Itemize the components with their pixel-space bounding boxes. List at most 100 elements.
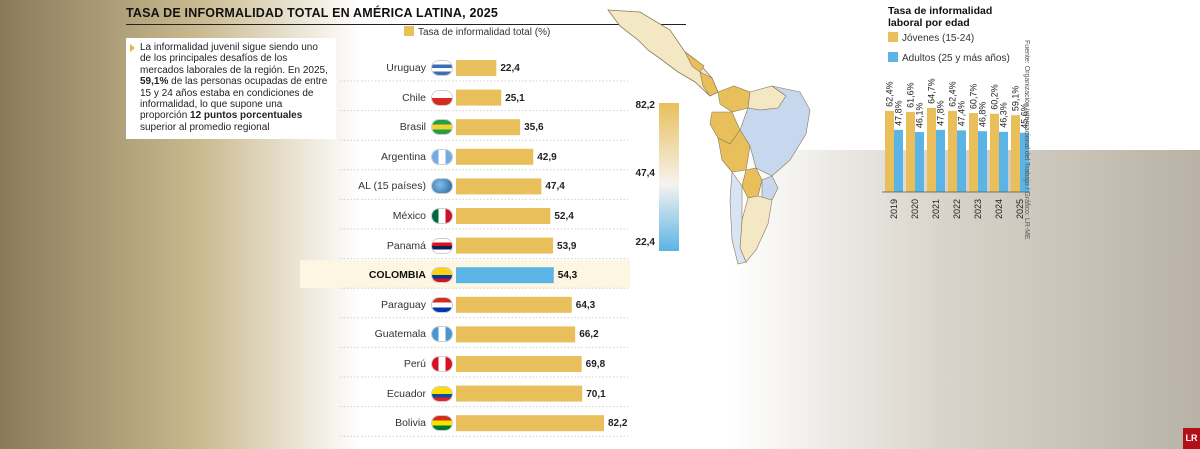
bullet-triangle-icon: [130, 44, 135, 52]
bar-guatemala: [456, 326, 576, 343]
year-label: 2021: [931, 199, 941, 219]
age-value-label: 60,2%: [990, 84, 1000, 110]
year-label: 2020: [910, 199, 920, 219]
note-bold-2: 12 puntos porcentuales: [190, 110, 303, 122]
flag-brazil: [432, 120, 452, 135]
adults-bar-2024: [999, 131, 1008, 192]
note-text-1: La informalidad juvenil sigue siendo uno…: [140, 42, 328, 76]
category-label: Ecuador: [386, 387, 426, 400]
legend-adults: Adultos (25 y más años): [888, 52, 1010, 64]
main-legend: Tasa de informalidad total (%): [404, 26, 550, 38]
age-chart-title: Tasa de informalidad laboral por edad: [888, 5, 993, 29]
flag-guatemala: [432, 327, 452, 342]
legend-youth: Jóvenes (15-24): [888, 32, 974, 44]
scale-label: 82,2: [636, 100, 656, 111]
youth-bar-2022: [948, 110, 957, 192]
value-label: 35,6: [524, 122, 544, 134]
bar-ecuador: [456, 385, 583, 402]
scale-label: 47,4: [636, 168, 656, 179]
flag-bolivia: [432, 416, 452, 431]
adults-bar-2022: [957, 130, 966, 192]
flag-mexico: [432, 209, 452, 223]
bar-chile: [456, 89, 502, 106]
flag-argentina: [432, 149, 452, 164]
category-label: Argentina: [381, 150, 426, 163]
value-label: 82,2: [608, 418, 628, 430]
category-label: Guatemala: [374, 328, 426, 341]
value-label: 52,4: [554, 211, 574, 222]
age-value-label: 46,1%: [915, 103, 925, 129]
lr-logo: LR: [1183, 428, 1200, 449]
legend-adults-label: Adultos (25 y más años): [902, 53, 1010, 64]
age-value-label: 62,4%: [885, 81, 895, 107]
youth-bar-2020: [906, 111, 915, 192]
youth-bar-2023: [969, 113, 978, 192]
flag-chile: [432, 90, 452, 105]
year-label: 2019: [889, 199, 899, 219]
age-value-label: 59,1%: [1011, 86, 1021, 112]
category-label: AL (15 países): [358, 180, 426, 193]
value-label: 25,1: [505, 92, 525, 104]
age-value-label: 64,7%: [927, 78, 937, 104]
bar-brasil: [456, 119, 521, 136]
latin-america-map: [607, 9, 811, 265]
age-informality-bar-chart: 62,4%47,8%201961,6%46,1%202064,7%47,8%20…: [882, 78, 1030, 219]
informality-bar-chart: 82,2 47,4 22,4: [300, 60, 679, 437]
year-label: 2022: [952, 199, 962, 219]
info-note: La informalidad juvenil sigue siendo uno…: [126, 38, 336, 140]
bar-per-: [456, 356, 582, 372]
adults-bar-2019: [894, 129, 903, 192]
flag-ecuador: [432, 386, 452, 401]
value-label: 66,2: [579, 329, 599, 341]
globe-icon: [432, 179, 452, 194]
source-note: Fuente: Organización Internacional del T…: [1023, 40, 1030, 240]
title-rule: [126, 24, 686, 25]
value-label: 42,9: [537, 151, 557, 163]
youth-bar-2024: [990, 113, 999, 192]
year-label: 2025: [1015, 199, 1025, 219]
year-label: 2023: [973, 199, 983, 219]
bar-al-15-pa-ses-: [456, 178, 542, 195]
category-label: Brasil: [399, 121, 426, 134]
value-label: 22,4: [500, 63, 520, 74]
bar-paraguay: [456, 296, 572, 313]
adults-bar-2025: [1020, 132, 1029, 192]
adults-bar-2020: [915, 132, 924, 192]
scale-label: 22,4: [636, 237, 656, 248]
category-label: Chile: [402, 91, 426, 104]
bar-colombia: [456, 267, 554, 284]
youth-bar-2025: [1011, 115, 1020, 192]
gradient-scale-bar: [659, 103, 679, 251]
legend-adults-swatch: [888, 52, 898, 62]
age-value-label: 47,4%: [957, 101, 967, 127]
legend-youth-label: Jóvenes (15-24): [902, 33, 975, 44]
age-value-label: 60,7%: [969, 84, 979, 110]
flag-panama: [432, 238, 452, 253]
age-value-label: 47,8%: [894, 100, 904, 126]
bar-argentina: [456, 148, 534, 165]
adults-bar-2021: [936, 129, 945, 192]
bar-panam-: [456, 237, 554, 254]
bar-uruguay: [456, 60, 497, 76]
note-text-2: de las personas ocupadas de entre 15 y 2…: [140, 76, 328, 122]
category-label: Panamá: [386, 239, 426, 252]
value-label: 47,4: [545, 181, 565, 193]
category-label: Paraguay: [381, 298, 426, 311]
age-value-label: 62,4%: [948, 81, 958, 107]
bar-m-xico: [456, 208, 551, 224]
legend-swatch: [404, 26, 414, 36]
youth-bar-2021: [927, 107, 936, 192]
age-value-label: 61,6%: [906, 82, 916, 108]
note-bold-1: 59,1%: [140, 76, 169, 88]
flag-peru: [432, 357, 452, 371]
year-label: 2024: [994, 199, 1004, 219]
chart-title: TASA DE INFORMALIDAD TOTAL EN AMÉRICA LA…: [126, 6, 499, 20]
flag-paraguay: [432, 297, 452, 312]
supermarket-cashier-photo: [730, 150, 1200, 449]
value-label: 53,9: [557, 240, 577, 252]
category-label: Bolivia: [395, 417, 426, 430]
age-value-label: 47,8%: [936, 100, 946, 126]
category-label: México: [392, 210, 426, 222]
value-label: 64,3: [575, 299, 596, 311]
youth-bar-2019: [885, 110, 894, 192]
